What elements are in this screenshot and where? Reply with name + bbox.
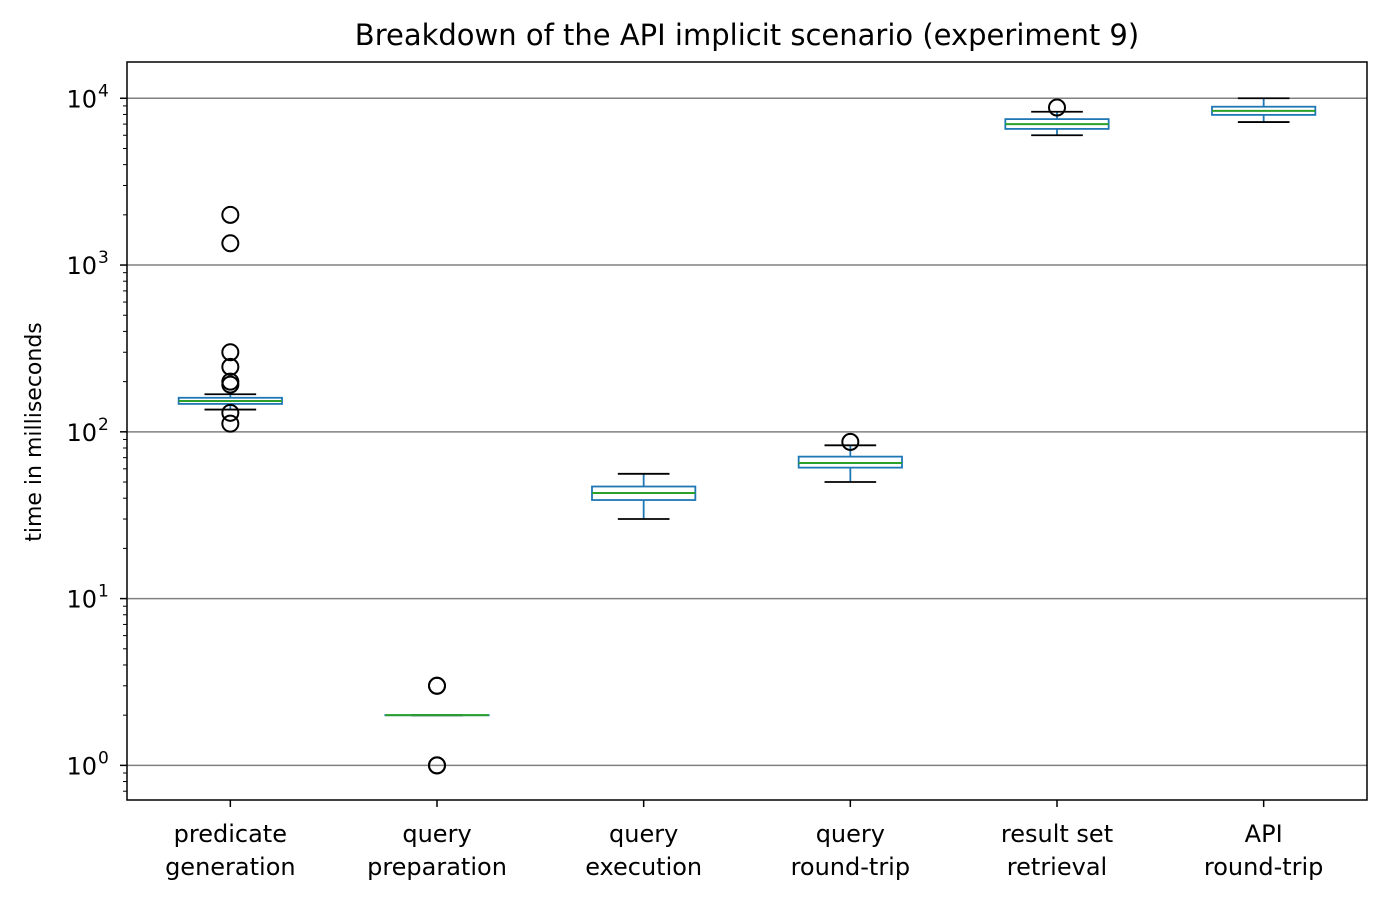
box-5 — [1004, 98, 1110, 137]
outlier-point — [221, 414, 240, 433]
box-6 — [1211, 97, 1317, 123]
chart-title: Breakdown of the API implicit scenario (… — [355, 18, 1139, 52]
y-tick-label: 10 — [66, 752, 97, 780]
box-3 — [591, 472, 697, 520]
x-category-label: round-trip — [791, 853, 911, 881]
outlier-point — [841, 432, 860, 451]
y-tick-exponent: 0 — [98, 748, 109, 768]
x-category-label: query — [402, 820, 471, 848]
x-category-label: preparation — [367, 853, 507, 881]
outlier-point — [1048, 98, 1066, 117]
plot-area-frame — [126, 61, 1368, 801]
y-tick-label: 10 — [66, 252, 97, 280]
y-tick-label: 10 — [66, 586, 97, 614]
x-category-label: execution — [585, 853, 702, 881]
outlier-point — [221, 357, 240, 376]
x-category-label: retrieval — [1007, 853, 1107, 881]
y-axis-label: time in milliseconds — [22, 322, 47, 542]
box-2 — [384, 676, 490, 775]
y-tick-exponent: 2 — [98, 415, 109, 435]
outlier-point — [221, 343, 240, 362]
y-tick-label: 10 — [66, 85, 97, 113]
y-tick-label: 10 — [66, 419, 97, 447]
box-1 — [177, 205, 283, 433]
x-category-label: round-trip — [1204, 853, 1324, 881]
grid-lines — [127, 97, 1367, 767]
x-category-label: generation — [165, 853, 296, 881]
outlier-point — [221, 375, 240, 394]
box-4 — [797, 432, 903, 483]
outlier-point — [221, 205, 240, 224]
x-category-label: API — [1245, 820, 1283, 848]
outlier-point — [221, 403, 240, 422]
box-series — [177, 97, 1317, 775]
x-category-label: query — [816, 820, 885, 848]
outlier-point — [221, 234, 240, 253]
y-tick-exponent: 1 — [98, 582, 109, 602]
x-category-label: result set — [1001, 820, 1113, 848]
x-category-label: predicate — [174, 820, 287, 848]
outlier-point — [428, 676, 446, 695]
y-tick-exponent: 3 — [98, 248, 109, 268]
x-category-label: query — [609, 820, 678, 848]
axis-ticks — [120, 97, 1265, 807]
outlier-point — [428, 756, 446, 775]
y-tick-exponent: 4 — [98, 81, 109, 101]
